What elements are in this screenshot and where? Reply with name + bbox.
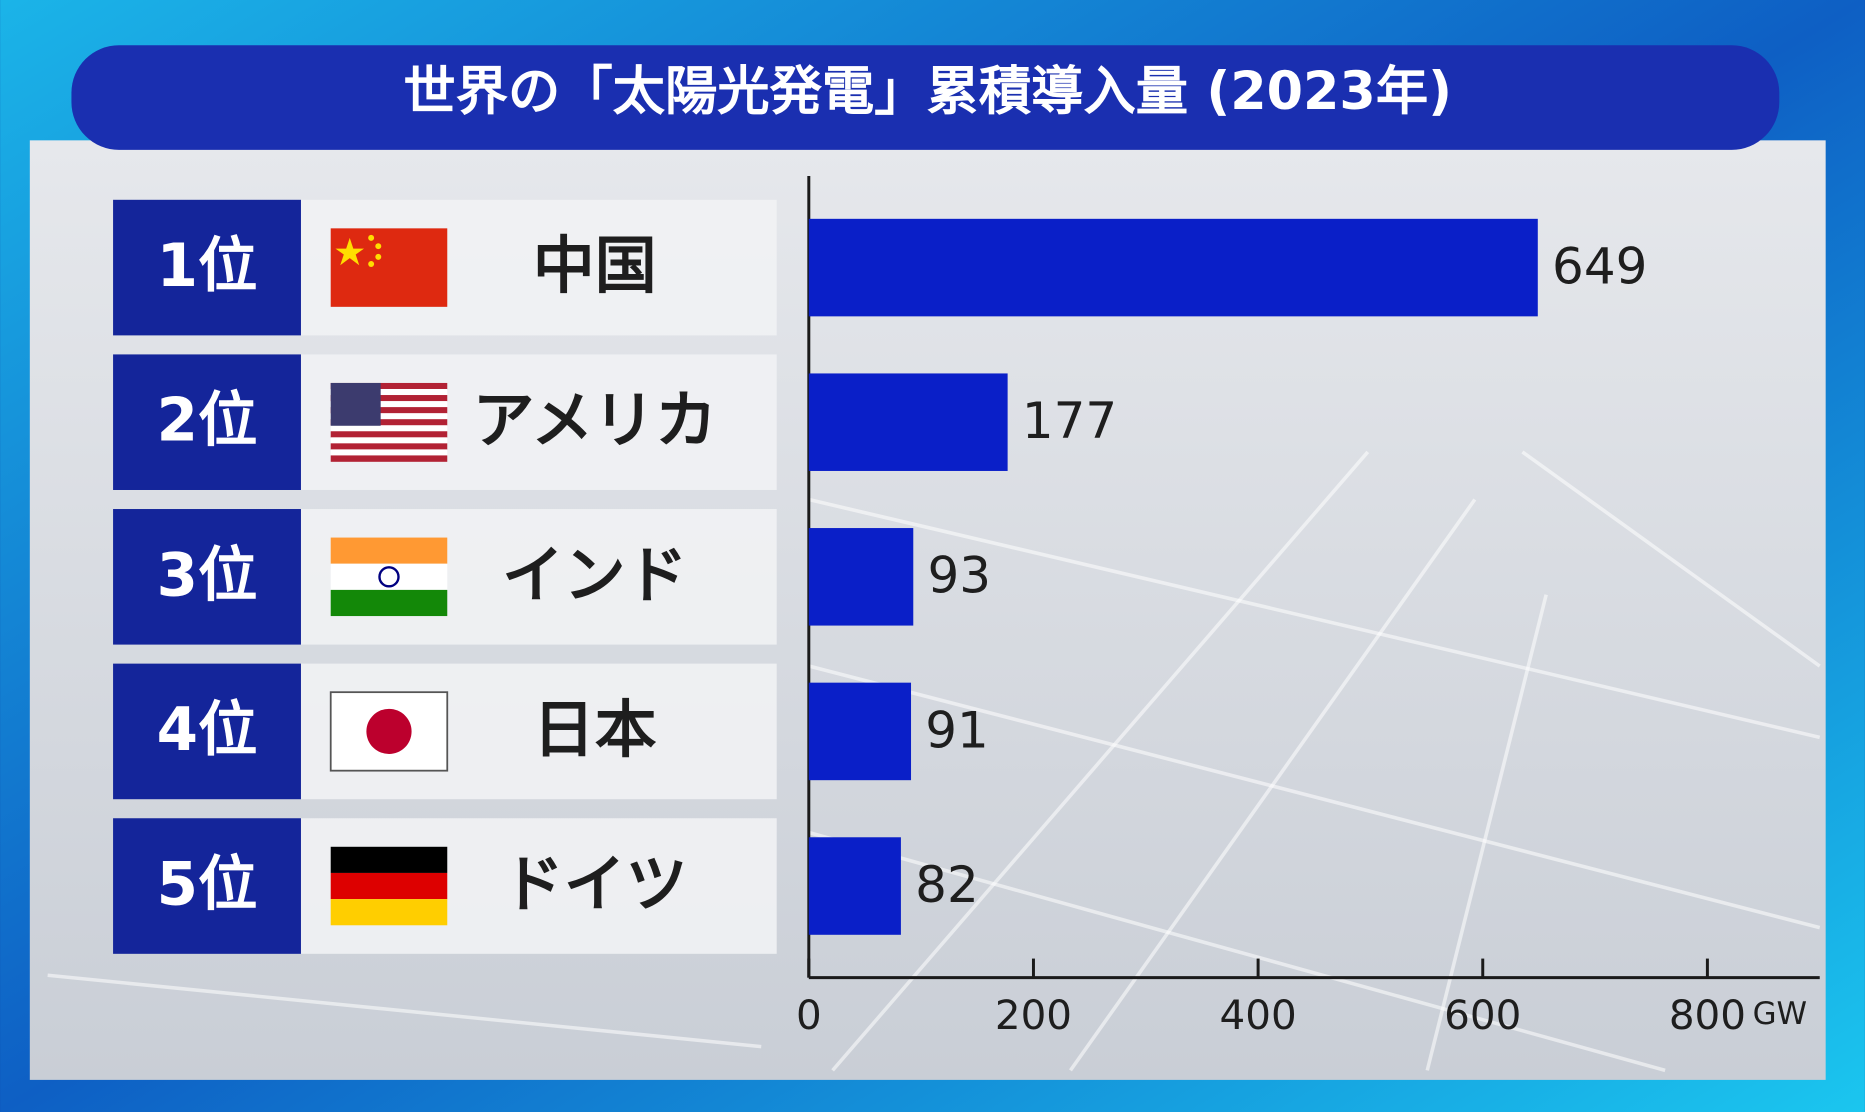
- flag: [378, 566, 400, 588]
- x-unit-label: GW: [1753, 996, 1808, 1032]
- flag: [335, 237, 365, 266]
- flag: [330, 443, 448, 450]
- x-tick-label: 800: [1669, 991, 1746, 1039]
- flag: [330, 425, 448, 432]
- x-tick-label: 600: [1444, 991, 1521, 1039]
- category-label: 中国: [533, 230, 657, 302]
- flag: [368, 261, 375, 267]
- flag: [375, 253, 382, 260]
- flag: [330, 228, 448, 307]
- value-label: 82: [915, 856, 979, 914]
- flag: [366, 708, 412, 755]
- flag: [330, 382, 448, 390]
- bar: [808, 218, 1538, 317]
- rank-label: 4位: [157, 696, 258, 765]
- flag-icon: [329, 691, 449, 772]
- x-tick-label: 0: [796, 991, 822, 1039]
- panel-texture: [47, 450, 1821, 1073]
- flag: [330, 455, 448, 462]
- flag: [330, 401, 448, 408]
- flag: [330, 899, 448, 926]
- flag-icon: [330, 846, 448, 926]
- rank-label: 1位: [157, 232, 258, 301]
- flag-icon: [330, 382, 448, 462]
- rank-box: [113, 663, 301, 800]
- flag-icon: [330, 228, 448, 307]
- flag: [330, 382, 381, 426]
- flag: [330, 537, 448, 564]
- category-label: ドイツ: [502, 848, 687, 920]
- flag: [375, 243, 382, 250]
- flag: [330, 437, 448, 444]
- bar: [808, 837, 901, 935]
- rank-box: [113, 354, 301, 490]
- bar: [808, 528, 914, 626]
- value-label: 91: [925, 701, 989, 759]
- flag: [330, 846, 448, 873]
- bar: [808, 373, 1008, 471]
- flag: [330, 589, 448, 617]
- flag: [330, 419, 448, 426]
- flag-icon: [330, 537, 448, 617]
- rank-box: [113, 818, 301, 954]
- bar: [808, 682, 912, 781]
- category-label: インド: [502, 539, 687, 611]
- flag: [368, 234, 375, 241]
- rank-box: [113, 509, 301, 645]
- x-tick-label: 400: [1220, 991, 1297, 1039]
- rank-label: 2位: [157, 387, 258, 456]
- x-tick-label: 200: [995, 991, 1072, 1039]
- flag: [330, 413, 448, 420]
- flag: [330, 431, 448, 438]
- rank-label: 5位: [157, 851, 258, 920]
- flag: [330, 872, 448, 900]
- category-label: 日本: [533, 694, 657, 766]
- value-label: 93: [928, 547, 992, 605]
- rank-box: [113, 199, 301, 336]
- title-banner: [71, 45, 1780, 150]
- category-label: アメリカ: [473, 385, 717, 457]
- chart-title: 世界の「太陽光発電」累積導入量 (2023年): [403, 61, 1452, 122]
- flag: [330, 407, 448, 414]
- rank-label: 3位: [157, 541, 258, 610]
- flag: [330, 395, 448, 402]
- flag: [330, 388, 448, 396]
- value-label: 177: [1022, 392, 1117, 450]
- value-label: 649: [1552, 237, 1647, 295]
- flag: [329, 691, 449, 772]
- flag: [330, 449, 448, 456]
